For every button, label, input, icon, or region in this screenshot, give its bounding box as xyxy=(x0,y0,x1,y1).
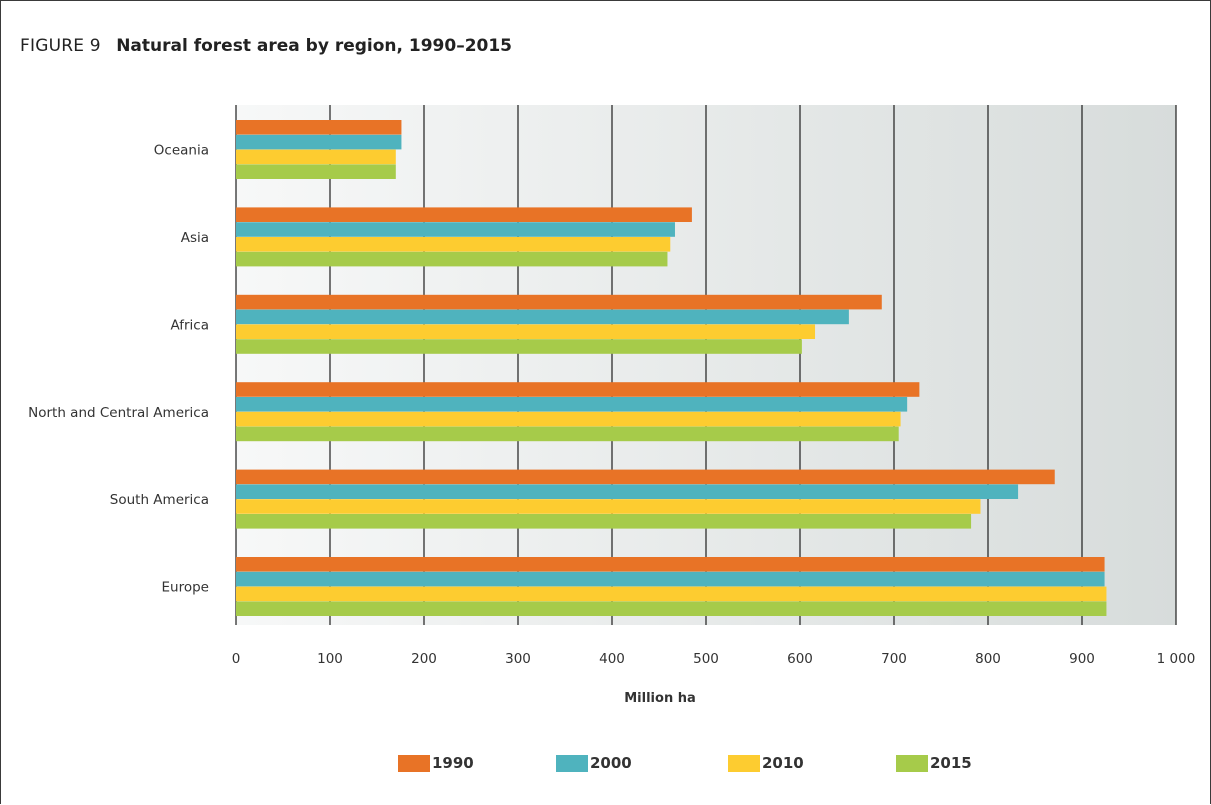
bar-1990 xyxy=(236,557,1105,572)
x-tick-label: 1 000 xyxy=(1157,651,1196,667)
bar-2015 xyxy=(236,514,972,529)
legend-swatch xyxy=(728,754,760,772)
legend-swatch xyxy=(556,754,588,772)
x-tick-label: 500 xyxy=(693,651,719,667)
bars xyxy=(236,120,1107,616)
x-tick-label: 0 xyxy=(232,651,241,667)
x-tick-label: 100 xyxy=(317,651,343,667)
category-label: North and Central America xyxy=(28,405,209,421)
x-tick-label: 300 xyxy=(505,651,531,667)
x-tick-label: 600 xyxy=(787,651,813,667)
bar-2015 xyxy=(236,601,1107,616)
bar-2010 xyxy=(236,411,901,427)
bar-1990 xyxy=(236,120,402,135)
legend-label: 2015 xyxy=(930,754,972,772)
bar-chart: Oceania Asia Africa North and Central Ameri… xyxy=(28,105,1196,706)
x-tick-labels: 0 100 200 300 400 500 600 700 800 900 1 000 xyxy=(232,651,1196,667)
legend-swatch xyxy=(896,754,928,772)
legend-item: 2010 xyxy=(728,754,804,772)
bar-2015 xyxy=(236,426,899,442)
x-tick-label: 200 xyxy=(411,651,437,667)
bar-2010 xyxy=(236,149,396,165)
category-label: Africa xyxy=(170,317,209,333)
x-tick-label: 900 xyxy=(1069,651,1095,667)
category-label: South America xyxy=(110,492,209,508)
legend-label: 2010 xyxy=(762,754,804,772)
bar-1990 xyxy=(236,294,882,310)
legend-label: 2000 xyxy=(590,754,632,772)
bar-2015 xyxy=(236,251,668,267)
legend-item: 2015 xyxy=(896,754,972,772)
category-labels: Oceania Asia Africa North and Central Ameri… xyxy=(28,143,209,596)
legend-label: 1990 xyxy=(432,754,474,772)
bar-2015 xyxy=(236,339,802,354)
figure-label: FIGURE 9 xyxy=(20,36,101,56)
bar-1990 xyxy=(236,207,692,222)
x-tick-label: 400 xyxy=(599,651,625,667)
bar-2000 xyxy=(236,134,402,150)
gridlines xyxy=(235,105,1177,625)
figure-heading: FIGURE 9 Natural forest area by region, … xyxy=(20,36,512,56)
bar-2000 xyxy=(236,397,908,412)
bar-2010 xyxy=(236,499,981,514)
legend-swatch xyxy=(398,754,430,772)
legend: 1990 2000 2010 2015 xyxy=(0,754,1211,778)
bar-2010 xyxy=(236,586,1107,602)
category-label: Europe xyxy=(162,580,209,596)
bar-2015 xyxy=(236,164,396,179)
category-label: Oceania xyxy=(154,143,209,159)
x-tick-label: 700 xyxy=(881,651,907,667)
bar-2000 xyxy=(236,484,1019,499)
bar-1990 xyxy=(236,382,920,397)
x-axis-title: Million ha xyxy=(624,691,696,706)
legend-item: 1990 xyxy=(398,754,474,772)
bar-2000 xyxy=(236,571,1105,587)
bar-2010 xyxy=(236,237,671,252)
bar-2000 xyxy=(236,222,675,237)
bar-2000 xyxy=(236,309,849,325)
figure-title: Natural forest area by region, 1990–2015 xyxy=(116,36,513,56)
x-tick-label: 800 xyxy=(975,651,1001,667)
category-label: Asia xyxy=(181,230,209,246)
bar-1990 xyxy=(236,469,1055,485)
legend-item: 2000 xyxy=(556,754,632,772)
bar-2010 xyxy=(236,324,816,339)
